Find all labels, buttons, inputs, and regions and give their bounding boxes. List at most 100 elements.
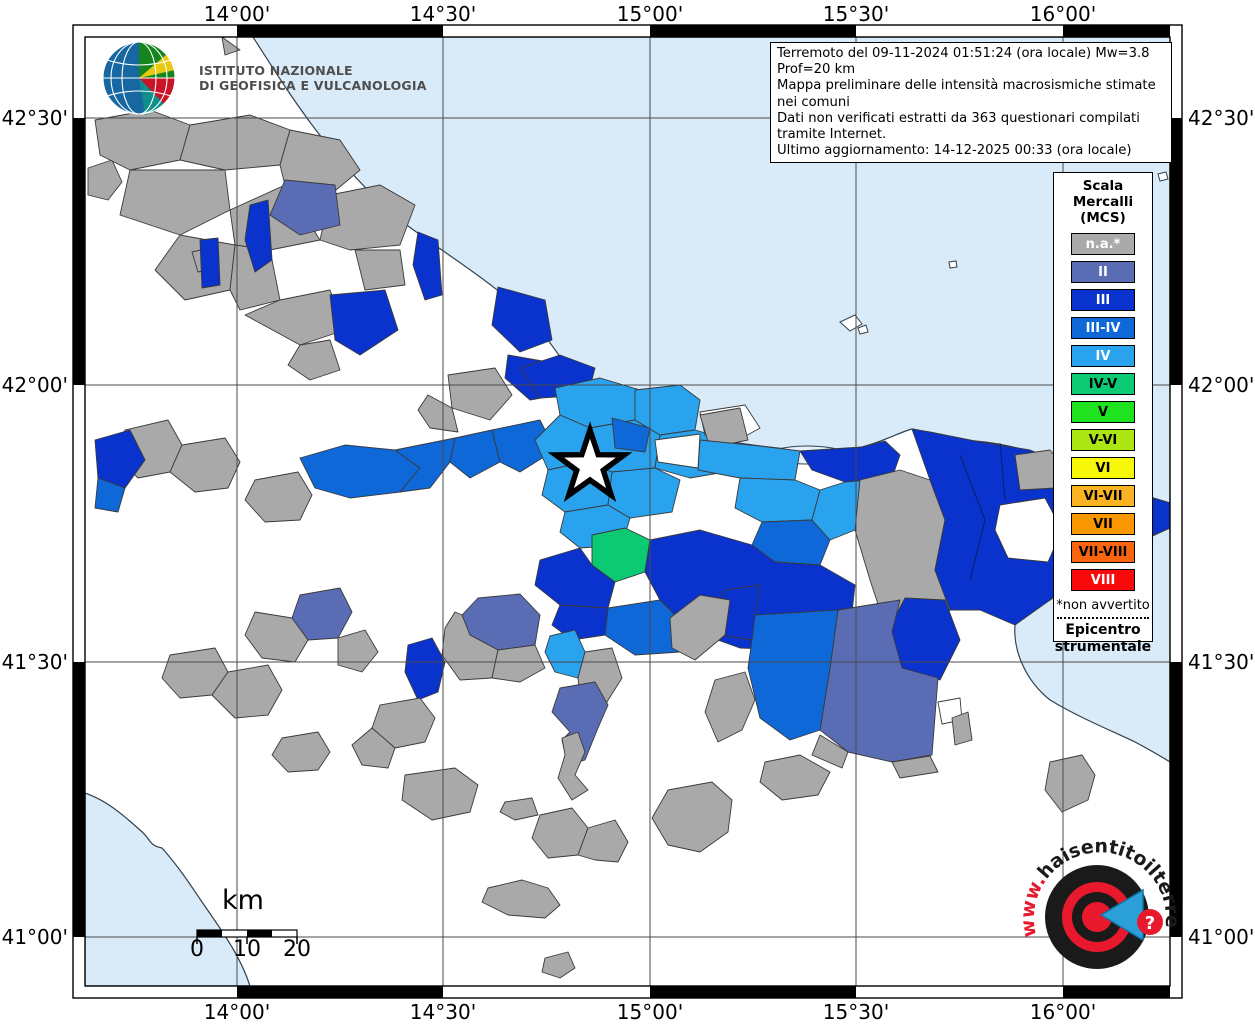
municipality (491, 644, 546, 683)
legend-items: n.a.* II III III-IV IV IV-V V V-VI VI VI… (1071, 233, 1135, 591)
municipality (704, 671, 756, 743)
lat-label-right: 42°30' (1188, 106, 1255, 130)
municipality (412, 231, 443, 301)
municipality (244, 289, 346, 346)
municipality (394, 437, 456, 493)
legend-swatch-iii-iv: III-IV (1071, 317, 1135, 339)
lon-label-top: 15°00' (616, 2, 684, 26)
scalebar-tick-0: 0 (190, 937, 204, 962)
municipality (287, 339, 341, 381)
lon-label-top: 15°30' (822, 2, 890, 26)
municipality (87, 159, 123, 201)
lon-label-bottom: 14°30' (409, 1000, 477, 1024)
legend-swatch-iv: IV (1071, 345, 1135, 367)
lat-label-left: 42°30' (1, 106, 68, 130)
municipality (319, 184, 416, 251)
legend-divider (1057, 617, 1149, 619)
municipality (994, 497, 1063, 563)
event-info-line: Terremoto del 09-11-2024 01:51:24 (ora l… (777, 46, 1150, 78)
municipality (891, 755, 939, 779)
ingv-name-line1: ISTITUTO NAZIONALE (199, 63, 353, 78)
legend-swatch-vii: VII (1071, 513, 1135, 535)
municipality (499, 797, 539, 821)
municipality (199, 237, 221, 289)
municipality (654, 433, 701, 469)
municipality (577, 819, 629, 863)
legend-footnote: *non avvertito (1056, 598, 1150, 613)
municipality (799, 440, 901, 483)
epicenter-legend-label: Epicentro strumentale (1054, 622, 1152, 655)
municipality (541, 951, 576, 979)
lat-label-left: 41°30' (1, 650, 68, 674)
event-info-line: Dati non verificati estratti da 363 ques… (777, 110, 1140, 143)
scalebar-tick-10: 10 (233, 937, 261, 962)
scalebar-bar (196, 929, 298, 944)
municipality (481, 879, 561, 919)
ingv-name-line2: DI GEOFISICA E VULCANOLOGIA (199, 78, 427, 93)
lon-label-bottom: 14°00' (203, 1000, 271, 1024)
scalebar: km 0 10 20 (150, 885, 370, 980)
municipality (269, 179, 341, 236)
municipality (404, 637, 446, 701)
municipality (699, 407, 749, 449)
epicenter-star (547, 421, 633, 503)
municipality (534, 547, 616, 609)
municipality (401, 767, 479, 821)
legend-swatch-iv-v: IV-V (1071, 373, 1135, 395)
scalebar-tick-20: 20 (283, 937, 311, 962)
municipality (329, 289, 399, 356)
map-frame (72, 24, 1183, 999)
lat-label-right: 42°00' (1188, 373, 1255, 397)
legend-swatch-viii: VIII (1071, 569, 1135, 591)
municipality (651, 781, 733, 853)
lat-label-right: 41°30' (1188, 650, 1255, 674)
legend-swatch-v: V (1071, 401, 1135, 423)
lat-label-left: 42°00' (1, 373, 68, 397)
lat-label-right: 41°00' (1188, 925, 1255, 949)
municipality (354, 249, 406, 291)
municipality (94, 477, 126, 513)
legend-swatch-na: n.a.* (1071, 233, 1135, 255)
lon-label-bottom: 16°00' (1029, 1000, 1097, 1024)
legend-swatch-v-vi: V-VI (1071, 429, 1135, 451)
municipality (611, 417, 651, 453)
municipality (417, 394, 459, 433)
municipality (119, 169, 231, 236)
municipality (607, 467, 681, 519)
island (948, 260, 958, 269)
municipality (1044, 754, 1096, 813)
lat-label-left: 41°00' (1, 925, 68, 949)
legend-swatch-vi-vii: VI-VII (1071, 485, 1135, 507)
municipality (351, 727, 396, 769)
municipality (244, 199, 273, 273)
municipality (211, 664, 283, 719)
municipality (491, 419, 556, 473)
municipality (551, 604, 609, 641)
legend-title: Scala Mercalli (MCS) (1072, 178, 1134, 226)
event-info-line: Mappa preliminare delle intensità macros… (777, 78, 1156, 110)
municipality (244, 471, 313, 523)
island (839, 314, 869, 335)
lon-label-top: 14°30' (409, 2, 477, 26)
municipality (271, 731, 331, 773)
legend-swatch-iii: III (1071, 289, 1135, 311)
legend-swatch-ii: II (1071, 261, 1135, 283)
lon-label-bottom: 15°30' (822, 1000, 890, 1024)
watermark-question-mark: ? (1145, 913, 1155, 934)
municipality (221, 37, 241, 56)
lon-label-top: 14°00' (203, 2, 271, 26)
municipality (169, 437, 241, 493)
haisentitoilterremoto-watermark: ? www.haisentitoilterremoto.it (1015, 830, 1183, 969)
municipality (447, 367, 513, 421)
lon-label-bottom: 15°00' (616, 1000, 684, 1024)
island (1157, 171, 1169, 182)
municipality (759, 754, 831, 801)
intensity-legend: Scala Mercalli (MCS) n.a.* II III III-IV… (1053, 172, 1153, 655)
municipality (951, 711, 973, 746)
lon-label-top: 16°00' (1029, 2, 1097, 26)
municipality (94, 429, 146, 489)
municipality (669, 594, 731, 661)
legend-swatch-vi: VI (1071, 457, 1135, 479)
